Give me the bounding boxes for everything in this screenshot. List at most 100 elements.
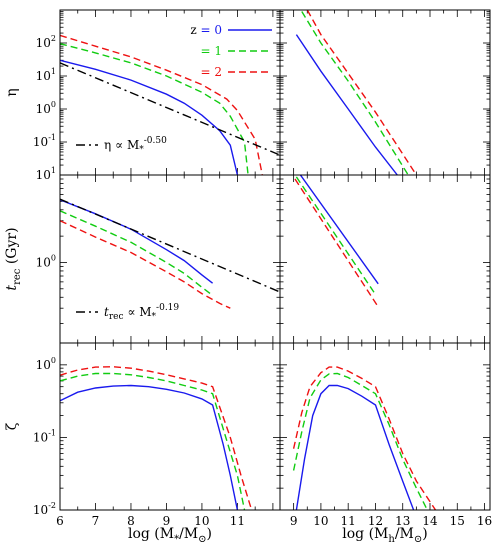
y-tick-base: 10 [33, 503, 48, 517]
x-tick-label: 16 [477, 514, 492, 528]
y-axis-label-sub: rec [12, 268, 23, 285]
legend-label-var: z [190, 23, 200, 37]
x-axis-label-part: ) [207, 526, 212, 542]
panel-trec_vs_mhalo [279, 174, 491, 344]
x-tick-label: 15 [450, 514, 465, 528]
panel-frame [59, 9, 281, 176]
y-tick-exponent: 1 [51, 67, 56, 76]
x-tick-label: 12 [368, 514, 383, 528]
y-tick-base: 10 [36, 168, 51, 182]
x-axis-label-sub: ⊙ [198, 534, 206, 545]
x-axis-label-part: /M [395, 526, 414, 542]
y-tick-label: 10-1 [33, 428, 56, 444]
legend-label-value: = 0 [200, 23, 222, 37]
series-line-z-2 [60, 366, 253, 510]
y-tick-label: 101 [36, 67, 56, 83]
y-axis-label-main: ζ [4, 422, 20, 430]
series-line-z-1 [60, 372, 246, 510]
y-tick-base: 10 [36, 255, 51, 269]
legend-fit-text: ∝ M [124, 305, 152, 319]
series-line-z-0 [295, 34, 398, 175]
series-line-z-2 [294, 178, 379, 308]
x-tick-label: 8 [127, 514, 135, 528]
legend-fit-sub: * [139, 145, 144, 155]
legend-label-value: = 1 [200, 44, 222, 58]
y-tick-exponent: 1 [51, 166, 56, 175]
series-line-z-2 [60, 34, 263, 175]
x-tick-label: 14 [422, 514, 438, 528]
x-axis-label-part: ) [422, 526, 427, 542]
y-tick-exponent: -1 [48, 133, 56, 142]
series-line-z-0 [60, 199, 214, 284]
series-line-z-0 [299, 175, 379, 285]
y-tick-exponent: 0 [51, 100, 56, 109]
y-tick-base: 10 [33, 430, 48, 444]
legend-fit-sub: * [152, 312, 157, 322]
x-axis-label: log (M*/M⊙) [128, 526, 212, 545]
x-tick-label: 9 [163, 514, 171, 528]
y-tick-exponent: -2 [48, 501, 56, 510]
y-tick-exponent: 2 [51, 34, 56, 43]
x-axis-label: log (Mh/M⊙) [342, 526, 428, 545]
x-tick-label: 10 [313, 514, 328, 528]
legend-fit-text: η ∝ M [104, 138, 139, 152]
x-axis-label-part: log (M [342, 526, 388, 542]
x-axis-label-part: /M [179, 526, 198, 542]
panel-frame [279, 9, 491, 176]
y-tick-label: 10-1 [33, 133, 56, 149]
y-tick-base: 10 [33, 135, 48, 149]
y-tick-label: 100 [36, 253, 56, 269]
series-line-z-2 [60, 220, 231, 309]
y-axis-label-suffix: (Gyr) [4, 227, 20, 268]
series-line-z-0 [60, 384, 239, 510]
legend-label: z = 0 [190, 23, 222, 37]
x-tick-label: 13 [395, 514, 410, 528]
series-line-z-0 [295, 384, 415, 510]
y-tick-label: 102 [36, 34, 56, 50]
x-tick-label: 10 [194, 514, 209, 528]
legend-fit-exponent: -0.19 [156, 303, 179, 313]
series-line-z-1 [292, 372, 428, 510]
series-line-z-1 [60, 210, 214, 296]
panel-frame [279, 342, 491, 511]
y-tick-label: 101 [36, 166, 56, 182]
legend-fit-prefix: t [104, 305, 109, 319]
y-tick-base: 10 [36, 36, 51, 50]
legend-label-value: = 2 [200, 65, 222, 79]
series-line-fit [60, 198, 280, 293]
y-tick-label: 100 [36, 100, 56, 116]
legend-fit-exponent: -0.50 [144, 136, 167, 146]
y-tick-base: 10 [36, 69, 51, 83]
series-line-z-1 [60, 43, 249, 175]
x-tick-label: 6 [56, 514, 64, 528]
series-line-z-2 [292, 366, 437, 510]
legend-fit-label: trec ∝ M*-0.19 [104, 303, 179, 322]
x-axis-label-sub: ⊙ [414, 534, 422, 545]
y-axis-label-main: t [4, 285, 20, 291]
panel-frame [59, 174, 281, 344]
y-tick-base: 10 [36, 358, 51, 372]
y-tick-base: 10 [36, 102, 51, 116]
y-axis-label: ζ [4, 422, 20, 430]
series-line-z-0 [60, 59, 239, 175]
x-tick-label: 11 [230, 514, 245, 528]
x-tick-label: 9 [290, 514, 298, 528]
series-line-z-1 [301, 11, 409, 175]
y-tick-label: 100 [36, 356, 56, 372]
y-tick-exponent: 0 [51, 253, 56, 262]
series-line-z-1 [295, 176, 377, 295]
x-tick-label: 11 [341, 514, 356, 528]
legend-label: = 2 [200, 65, 222, 79]
series-line-z-2 [306, 10, 417, 175]
y-axis-label-main: η [4, 88, 20, 96]
x-axis-label-sub: h [388, 534, 395, 545]
legend-label: = 1 [200, 44, 222, 58]
y-tick-exponent: -1 [48, 428, 56, 437]
panel-zeta_vs_mhalo: 9 10 11 12 13 14 15 16 log (Mh/M⊙) [279, 342, 492, 545]
y-axis-label: trec (Gyr) [4, 227, 23, 290]
panel-eta_vs_mhalo [279, 9, 491, 176]
series-line-fit [60, 62, 280, 156]
x-tick-label: 7 [92, 514, 100, 528]
